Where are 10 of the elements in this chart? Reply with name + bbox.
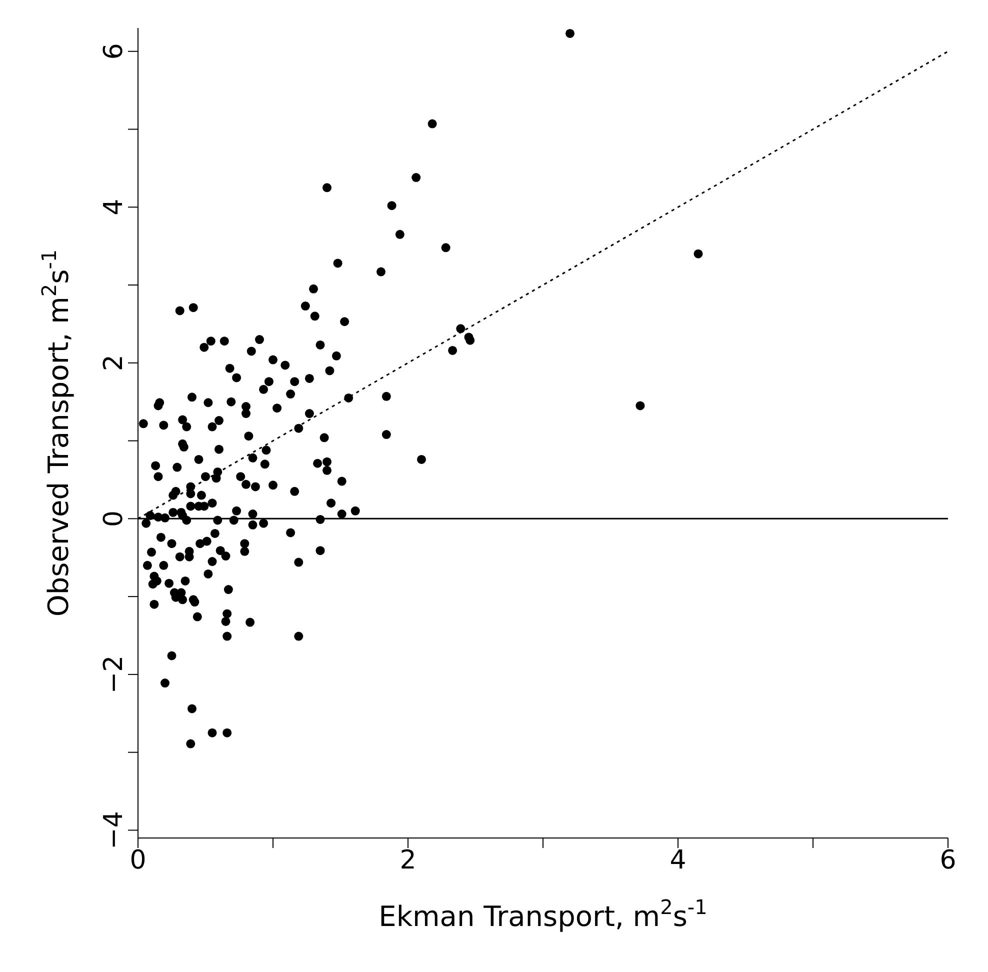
y-tick-label: −4	[99, 811, 129, 850]
x-tick-label: 4	[670, 845, 686, 876]
y-tick-label: 0	[99, 510, 129, 527]
x-tick-label: 2	[400, 845, 416, 876]
y-tick-label: 4	[99, 198, 129, 216]
y-tick-label: 2	[99, 354, 129, 372]
y-tick-label: −2	[99, 655, 129, 694]
x-tick-label: 6	[940, 845, 956, 876]
x-axis-title: Ekman Transport, m$^{2}$s$^{-1}$	[378, 895, 708, 933]
y-tick-label: 6	[99, 43, 129, 60]
